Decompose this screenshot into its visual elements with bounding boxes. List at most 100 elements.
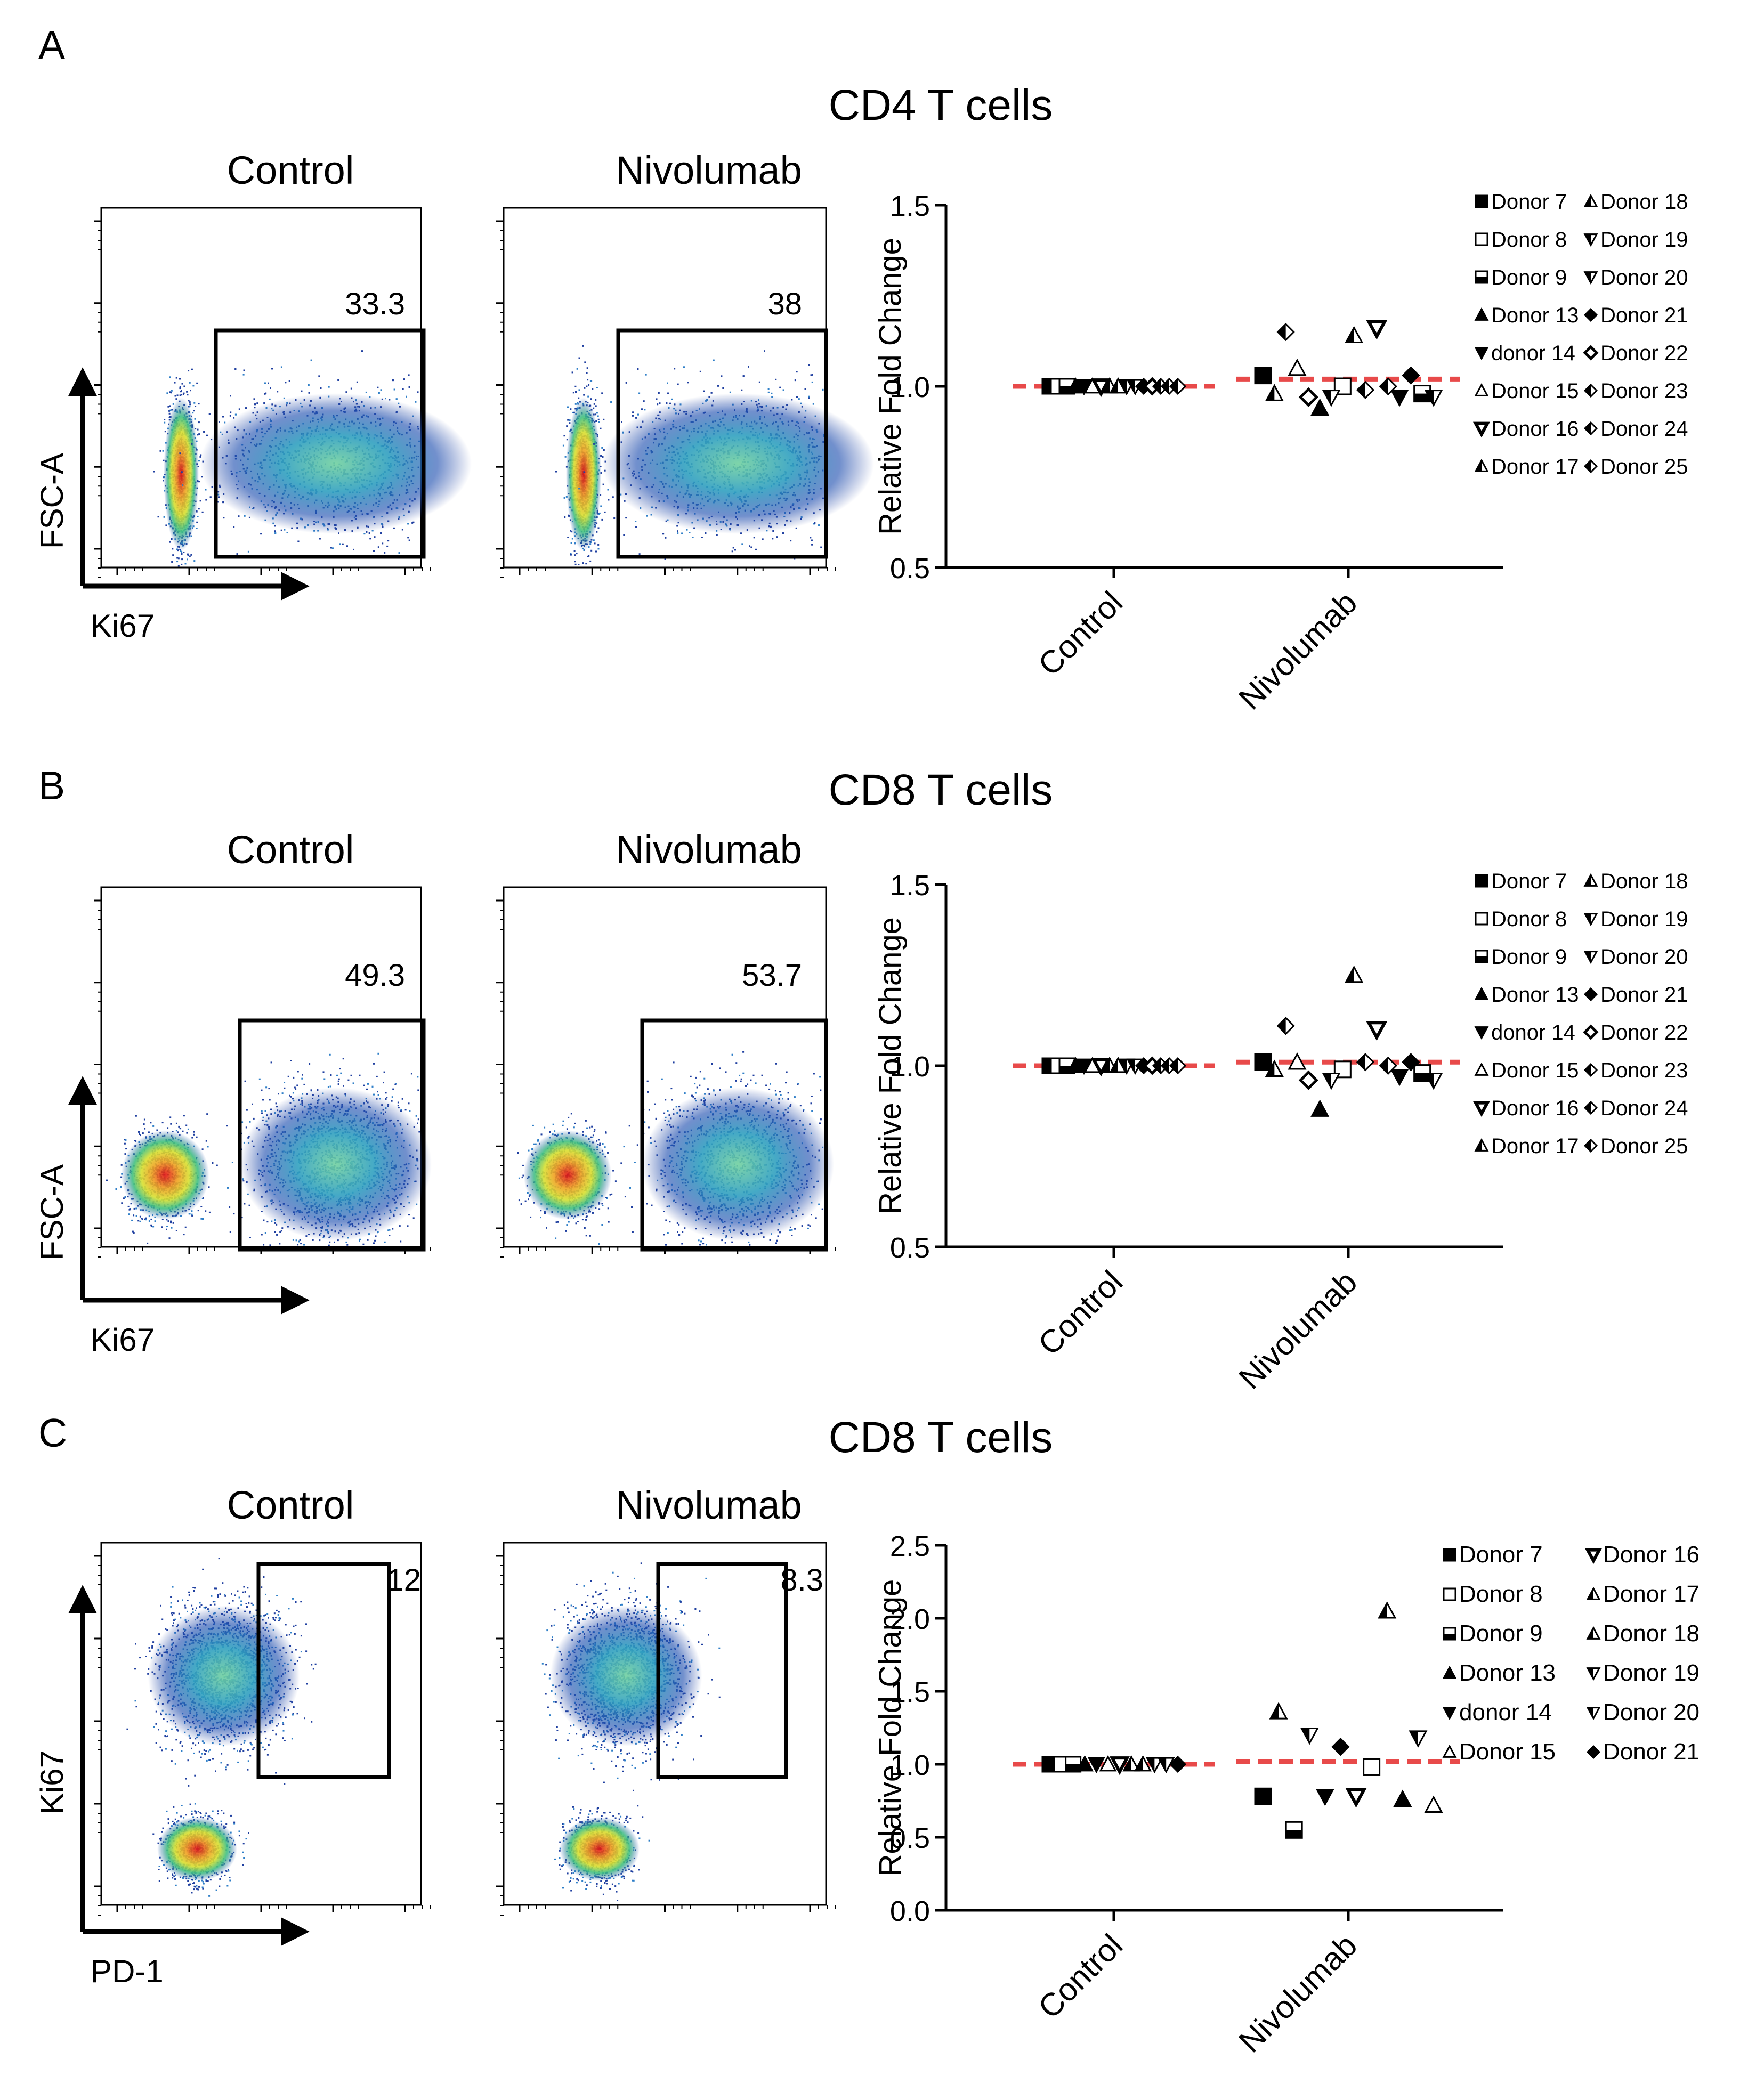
data-point-nivolumab — [1323, 391, 1339, 406]
legend-label: Donor 13 — [1459, 1660, 1556, 1686]
legend-symbol — [1444, 1746, 1455, 1757]
gate-percentage-nivolumab: 38 — [767, 287, 802, 321]
density-core-high — [157, 1817, 237, 1881]
legend-label: Donor 16 — [1491, 417, 1579, 441]
flow-y-label: FSC-A — [34, 1164, 70, 1260]
legend-symbol — [1476, 1027, 1487, 1038]
legend-label: Donor 19 — [1603, 1660, 1700, 1686]
y-axis-title: Relative Fold Change — [873, 917, 908, 1214]
flow-title-control: Control — [227, 1483, 354, 1527]
legend-symbol — [1444, 1667, 1455, 1678]
data-point-nivolumab — [1395, 1791, 1411, 1806]
legend-label: Donor 13 — [1491, 304, 1579, 327]
data-point-nivolumab — [1332, 1739, 1348, 1755]
legend-label: Donor 13 — [1491, 983, 1579, 1007]
y-tick-label: 1.5 — [890, 190, 930, 222]
legend-label: donor 14 — [1491, 342, 1575, 365]
legend-symbol — [1588, 1628, 1599, 1639]
legend-label: Donor 18 — [1600, 190, 1688, 214]
legend-symbol — [1476, 460, 1487, 471]
data-point-nivolumab — [1379, 1603, 1395, 1618]
legend-label: Donor 24 — [1600, 1097, 1688, 1120]
legend-symbol — [1444, 1708, 1455, 1718]
legend-symbol — [1585, 309, 1597, 321]
legend-symbol — [1476, 988, 1487, 999]
legend-symbol — [1476, 271, 1487, 283]
y-tick-label: 1.5 — [890, 870, 930, 902]
legend-symbol — [1476, 1140, 1487, 1150]
data-point-nivolumab — [1266, 386, 1282, 401]
data-point-nivolumab — [1255, 1054, 1271, 1070]
gate-percentage-control: 12 — [386, 1563, 421, 1598]
data-point-nivolumab — [1289, 360, 1305, 375]
legend-label: Donor 8 — [1491, 228, 1567, 252]
y-tick-label: 0.0 — [890, 1895, 930, 1927]
legend-label: Donor 15 — [1459, 1739, 1556, 1765]
legend-symbol — [1476, 1103, 1487, 1114]
legend-label: Donor 8 — [1491, 907, 1567, 931]
data-point-nivolumab — [1391, 1070, 1407, 1085]
y-axis-title: Relative Fold Change — [873, 1579, 908, 1877]
gate-percentage-control: 49.3 — [345, 958, 405, 993]
legend-label: Donor 24 — [1600, 417, 1688, 441]
panel-letter: B — [38, 763, 65, 808]
data-point-nivolumab — [1300, 389, 1316, 405]
legend-label: Donor 17 — [1491, 455, 1579, 479]
legend-label: Donor 23 — [1600, 379, 1688, 403]
flow-plot-control — [94, 1543, 431, 1915]
y-tick-label: 2.5 — [890, 1530, 930, 1562]
legend-symbol — [1585, 1064, 1597, 1076]
flow-title-control: Control — [227, 148, 354, 192]
legend-label: Donor 20 — [1603, 1699, 1700, 1725]
legend-label: Donor 7 — [1491, 190, 1567, 214]
y-tick-label: 0.5 — [890, 1232, 930, 1264]
legend-symbol — [1588, 1708, 1599, 1718]
data-point-nivolumab — [1255, 1788, 1271, 1804]
legend-symbol — [1476, 233, 1487, 245]
legend-symbol — [1585, 1026, 1597, 1038]
legend-symbol — [1585, 988, 1597, 1000]
flow-x-label: Ki67 — [91, 1322, 155, 1358]
legend-label: Donor 20 — [1600, 945, 1688, 969]
legend-label: Donor 7 — [1459, 1542, 1543, 1568]
legend-label: Donor 17 — [1491, 1134, 1579, 1158]
legend-label: Donor 25 — [1600, 1134, 1688, 1158]
flow-plot-control — [94, 887, 432, 1257]
legend-label: Donor 19 — [1600, 228, 1688, 252]
legend-label: Donor 17 — [1603, 1581, 1700, 1607]
flow-title-control: Control — [227, 828, 354, 872]
flow-title-nivolumab: Nivolumab — [616, 828, 802, 872]
legend-label: Donor 22 — [1600, 342, 1688, 365]
data-point-nivolumab — [1317, 1790, 1333, 1805]
data-point-nivolumab — [1286, 1822, 1302, 1838]
data-point-nivolumab — [1369, 1023, 1385, 1037]
legend-label: Donor 15 — [1491, 1059, 1579, 1082]
data-point-nivolumab — [1357, 382, 1373, 398]
legend-symbol — [1585, 347, 1597, 359]
legend-symbol — [1585, 1140, 1597, 1152]
flow-x-label: Ki67 — [91, 608, 155, 644]
legend-symbol — [1585, 460, 1597, 472]
legend-symbol — [1585, 385, 1597, 396]
legend-label: Donor 15 — [1491, 379, 1579, 403]
legend-symbol — [1476, 875, 1487, 887]
data-point-nivolumab — [1312, 400, 1328, 415]
legend-symbol — [1588, 1746, 1599, 1758]
legend-label: Donor 21 — [1600, 983, 1688, 1007]
data-point-nivolumab — [1300, 1072, 1316, 1088]
panel-title: CD4 T cells — [829, 81, 1053, 129]
legend-label: Donor 22 — [1600, 1021, 1688, 1044]
density-core — [200, 393, 472, 534]
legend-label: Donor 16 — [1491, 1097, 1579, 1120]
data-point-nivolumab — [1346, 328, 1362, 343]
flow-y-label: FSC-A — [34, 453, 70, 549]
legend-label: donor 14 — [1491, 1021, 1575, 1044]
data-point-nivolumab — [1301, 1728, 1317, 1743]
x-tick-label: Control — [1031, 585, 1129, 683]
legend-symbol — [1476, 385, 1487, 395]
x-tick-label: Nivolumab — [1232, 1264, 1364, 1396]
flow-title-nivolumab: Nivolumab — [616, 148, 802, 192]
